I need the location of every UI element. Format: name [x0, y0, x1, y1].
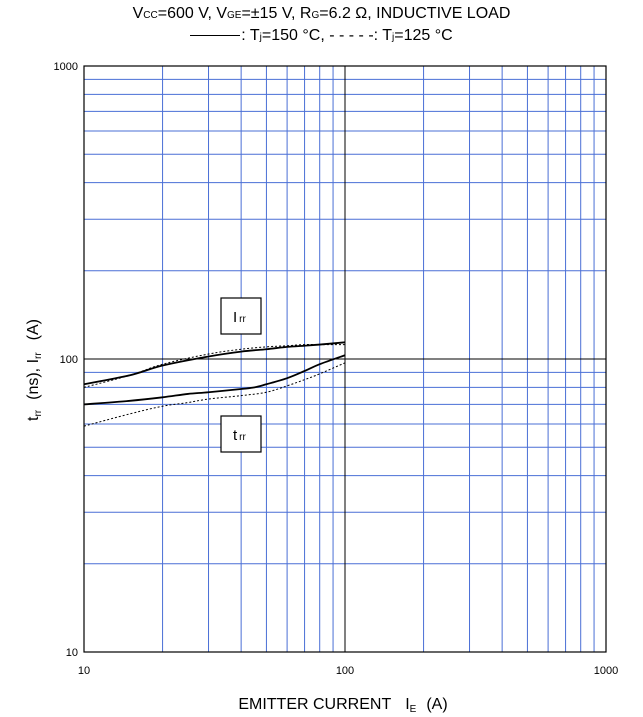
- series-irr-dashed: [83, 343, 345, 388]
- annotation-label: t rr: [233, 427, 247, 444]
- x-tick-label: 100: [336, 665, 354, 677]
- y-tick-label: 1000: [54, 61, 78, 73]
- legend-solid-line: [190, 35, 241, 37]
- title-rg-sub: G: [311, 10, 320, 21]
- annotation-box: [220, 415, 262, 453]
- legend-dashed-sub: j: [392, 32, 395, 43]
- x-axis-label-sub: E: [410, 704, 417, 715]
- x-axis-label-symbol: I: [405, 696, 409, 713]
- x-tick-label: 1000: [594, 665, 618, 677]
- legend-dashed-mark: - - - - -: [329, 27, 374, 44]
- x-tick-label: 10: [78, 665, 90, 677]
- x-axis-label: EMITTER CURRENT IE (A): [238, 696, 447, 715]
- y-axis-label: trr(ns), Irr(A): [25, 319, 44, 421]
- legend-solid-sub: j: [259, 32, 262, 43]
- x-axis-label-unit: (A): [426, 696, 447, 713]
- chart-title: VCC=600 V, VGE=±15 V, RG=6.2 Ω, INDUCTIV…: [0, 4, 643, 26]
- y-axis-label-t-unit: (ns), I: [25, 359, 42, 400]
- y-axis-label-i-unit: (A): [25, 319, 42, 340]
- plot-frame: [83, 65, 607, 653]
- y-axis-label-t: t: [25, 416, 42, 421]
- series-trr-dashed: [83, 362, 346, 427]
- series-trr-solid: [83, 354, 346, 406]
- series-irr-solid: [83, 341, 346, 386]
- legend-solid-value: =150 °C,: [261, 27, 330, 44]
- title-vge-sub: GE: [227, 10, 242, 21]
- curves: [83, 341, 346, 427]
- title-vcc-sub: CC: [143, 10, 158, 21]
- title-vcc-label: V: [132, 5, 144, 22]
- annotation-box: [220, 297, 262, 335]
- x-axis-label-text: EMITTER CURRENT: [238, 696, 391, 713]
- tick-labels: 10 100 1000 1000 100 10: [54, 61, 619, 677]
- y-tick-label: 100: [60, 354, 78, 366]
- legend-dashed-text: : T: [373, 27, 393, 44]
- title-rg-value: =6.2 Ω, INDUCTIVE LOAD: [319, 5, 511, 22]
- y-axis-label-i-sub: rr: [33, 352, 44, 359]
- y-tick-label: 10: [66, 647, 78, 659]
- title-vcc-value: =600 V, V: [157, 5, 227, 22]
- chart-legend: : Tj=150 °C, - - - - -: Tj=125 °C: [0, 26, 643, 48]
- legend-dashed-value: =125 °C: [394, 27, 453, 44]
- y-axis-label-t-sub: rr: [33, 409, 44, 416]
- legend-solid-text: : T: [241, 27, 260, 44]
- title-vge-value: =±15 V, R: [241, 5, 312, 22]
- grid: [83, 65, 607, 653]
